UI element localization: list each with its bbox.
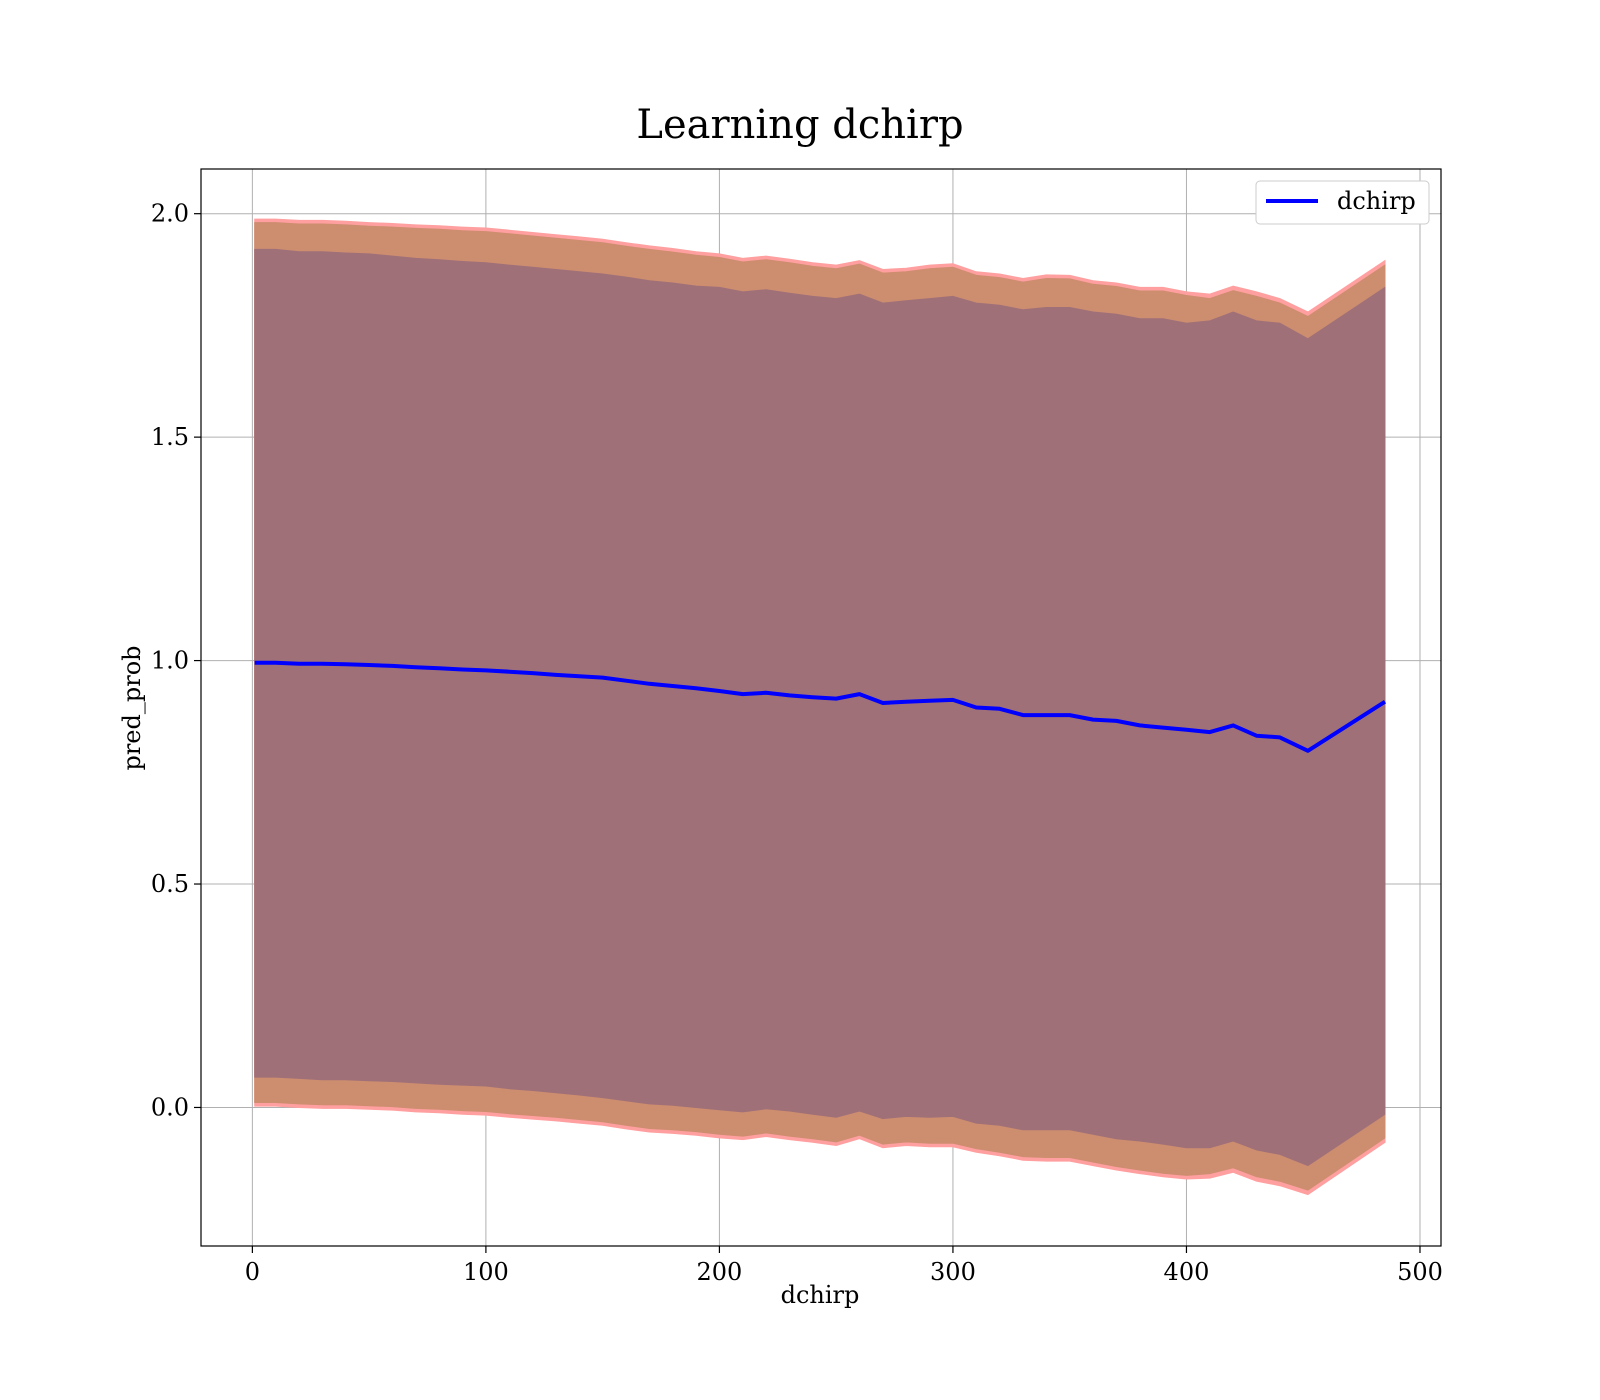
series-line-dchirp bbox=[254, 660, 1387, 753]
legend-label-dchirp: dchirp bbox=[1337, 187, 1416, 215]
x-tick-label: 0 bbox=[245, 1258, 260, 1286]
y-axis-label: pred_prob bbox=[118, 645, 146, 770]
x-tick-label: 100 bbox=[463, 1258, 509, 1286]
x-axis-ticks: 0 100 200 300 400 500 bbox=[245, 1246, 1443, 1286]
legend-box bbox=[1255, 180, 1430, 225]
legend: dchirp bbox=[1255, 180, 1430, 225]
y-axis-ticks: 0.0 0.5 1.0 1.5 2.0 bbox=[151, 200, 201, 1121]
y-tick-label: 2.0 bbox=[151, 200, 189, 228]
series-lines bbox=[254, 660, 1387, 753]
y-tick-label: 1.0 bbox=[151, 647, 189, 675]
x-tick-label: 400 bbox=[1164, 1258, 1210, 1286]
x-tick-label: 200 bbox=[697, 1258, 743, 1286]
y-tick-label: 0.5 bbox=[151, 870, 189, 898]
chart-title: Learning dchirp bbox=[636, 102, 963, 148]
y-tick-label: 0.0 bbox=[151, 1093, 189, 1121]
x-tick-label: 500 bbox=[1397, 1258, 1443, 1286]
confidence-bands bbox=[254, 218, 1386, 1196]
y-tick-label: 1.5 bbox=[151, 423, 189, 451]
x-tick-label: 300 bbox=[930, 1258, 976, 1286]
x-axis-label: dchirp bbox=[781, 1281, 860, 1309]
band-inner bbox=[254, 248, 1386, 1167]
plot-frame bbox=[200, 168, 1442, 1247]
